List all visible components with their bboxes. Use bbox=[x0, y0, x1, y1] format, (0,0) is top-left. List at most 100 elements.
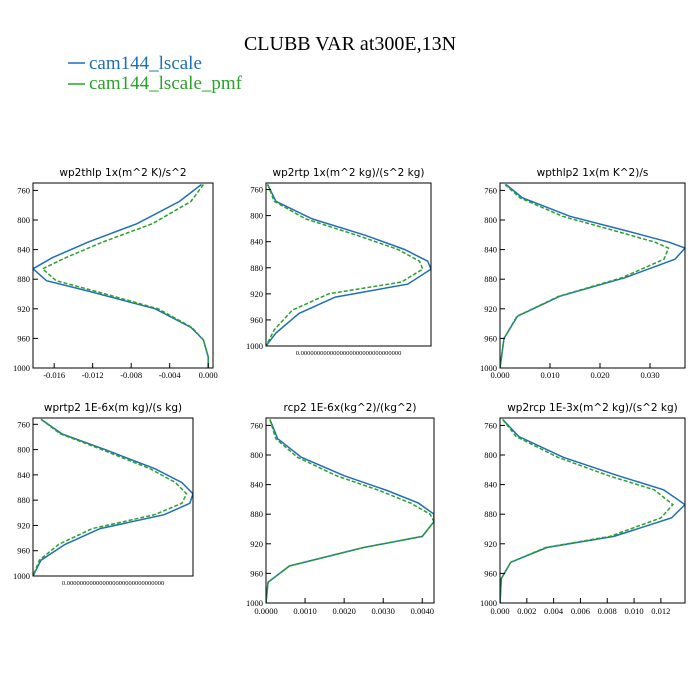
y-tick-label: 920 bbox=[250, 289, 263, 299]
series-line-lscale bbox=[266, 183, 431, 346]
y-tick-label: 840 bbox=[250, 237, 263, 247]
series-line-pmf bbox=[500, 183, 670, 368]
y-tick-label: 960 bbox=[484, 333, 497, 343]
y-tick-label: 800 bbox=[484, 450, 497, 460]
plot-frame bbox=[32, 417, 194, 577]
y-tick-label: 920 bbox=[484, 539, 497, 549]
y-tick-label: 920 bbox=[484, 304, 497, 314]
y-tick-label: 1000 bbox=[13, 363, 30, 373]
y-tick-label: 880 bbox=[250, 509, 263, 519]
y-tick-label: 1000 bbox=[13, 571, 30, 581]
panel-5: rcp2 1E-6x(kg^2)/(kg^2) 760 800 840 880 920 96… bbox=[246, 402, 435, 616]
y-tick-label: 960 bbox=[484, 568, 497, 578]
y-tick-label: 960 bbox=[17, 546, 30, 556]
panel-1: wp2thlp 1x(m^2 K)/s^2 760 800 840 880 920 960 1… bbox=[13, 167, 218, 380]
y-tick-label: 840 bbox=[17, 470, 30, 480]
x-tick-label: 0.0030 bbox=[372, 606, 395, 616]
x-tick-label: 0.000 bbox=[490, 370, 509, 380]
panel-title: wp2rtp 1x(m^2 kg)/(s^2 kg) bbox=[272, 167, 424, 179]
y-tick-label: 800 bbox=[17, 215, 30, 225]
y-tick-label: 920 bbox=[17, 520, 30, 530]
panel-title: rcp2 1E-6x(kg^2)/(kg^2) bbox=[284, 402, 417, 414]
x-tick-label: 0.000 bbox=[199, 370, 218, 380]
y-tick-label: 840 bbox=[484, 245, 497, 255]
series-line-pmf bbox=[33, 418, 188, 576]
series-line-lscale bbox=[266, 419, 434, 603]
y-tick-label: 920 bbox=[250, 539, 263, 549]
panel-title: wprtp2 1E-6x(m kg)/(s kg) bbox=[44, 402, 182, 414]
plot-frame bbox=[265, 417, 435, 604]
x-tick-label: 0.010 bbox=[540, 370, 559, 380]
series-line-pmf bbox=[266, 184, 424, 346]
x-tick-label: 0.0020 bbox=[332, 606, 355, 616]
series-line-lscale bbox=[33, 183, 209, 368]
y-tick-label: 760 bbox=[250, 420, 263, 430]
plot-frame bbox=[265, 182, 432, 347]
y-tick-label: 840 bbox=[484, 480, 497, 490]
x-tick-label: 0.0010 bbox=[293, 606, 316, 616]
panels: wp2thlp 1x(m^2 K)/s^2 760 800 840 880 920 960 1… bbox=[13, 167, 686, 616]
plot-frame bbox=[32, 182, 214, 369]
plot-frame bbox=[499, 417, 686, 604]
panel-title: wp2thlp 1x(m^2 K)/s^2 bbox=[59, 167, 186, 179]
panel-3: wpthlp2 1x(m K^2)/s 760 800 840 880 920 960 100… bbox=[480, 167, 686, 380]
figure-title: CLUBB VAR at300E,13N bbox=[244, 33, 456, 55]
y-tick-label: 800 bbox=[17, 445, 30, 455]
y-tick-label: 760 bbox=[17, 419, 30, 429]
legend-label-pmf: cam144_lscale_pmf bbox=[89, 73, 243, 94]
y-tick-label: 960 bbox=[250, 315, 263, 325]
x-tick-label: 0.0000000000000000000000000000000 bbox=[296, 350, 402, 357]
series-line-lscale bbox=[33, 418, 193, 576]
x-tick-label: 0.006 bbox=[571, 606, 590, 616]
y-tick-label: 880 bbox=[484, 274, 497, 284]
x-tick-label: 0.000 bbox=[490, 606, 509, 616]
plot-frame bbox=[499, 182, 686, 369]
y-tick-label: 1000 bbox=[480, 363, 497, 373]
panel-2: wp2rtp 1x(m^2 kg)/(s^2 kg) 760 800 840 880 92… bbox=[246, 167, 432, 357]
panel-title: wpthlp2 1x(m K^2)/s bbox=[537, 167, 649, 179]
y-tick-label: 800 bbox=[250, 450, 263, 460]
x-tick-label: -0.004 bbox=[159, 370, 182, 380]
x-tick-label: -0.008 bbox=[120, 370, 142, 380]
x-tick-label: -0.012 bbox=[82, 370, 104, 380]
series-line-lscale bbox=[500, 183, 685, 368]
series-line-lscale bbox=[500, 418, 685, 603]
legend-label-lscale: cam144_lscale bbox=[89, 53, 202, 74]
y-tick-label: 960 bbox=[17, 333, 30, 343]
panel-6: wp2rcp 1E-3x(m^2 kg)/(s^2 kg) 760 800 840 88… bbox=[480, 402, 686, 616]
x-tick-label: 0.010 bbox=[624, 606, 643, 616]
figure-legend: cam144_lscale cam144_lscale_pmf bbox=[68, 53, 243, 94]
panel-title: wp2rcp 1E-3x(m^2 kg)/(s^2 kg) bbox=[507, 402, 678, 414]
y-tick-label: 840 bbox=[250, 480, 263, 490]
x-tick-label: -0.016 bbox=[43, 370, 65, 380]
y-tick-label: 1000 bbox=[246, 341, 263, 351]
y-tick-label: 960 bbox=[250, 568, 263, 578]
y-tick-label: 800 bbox=[250, 211, 263, 221]
x-tick-label: 0.0040 bbox=[411, 606, 434, 616]
x-tick-label: 0.008 bbox=[598, 606, 617, 616]
y-tick-label: 880 bbox=[17, 274, 30, 284]
y-tick-label: 800 bbox=[484, 215, 497, 225]
y-tick-label: 1000 bbox=[480, 598, 497, 608]
x-tick-label: 0.012 bbox=[651, 606, 670, 616]
y-tick-label: 1000 bbox=[246, 598, 263, 608]
x-tick-label: 0.002 bbox=[517, 606, 536, 616]
series-line-pmf bbox=[266, 419, 434, 603]
series-line-pmf bbox=[41, 184, 209, 368]
y-tick-label: 880 bbox=[17, 495, 30, 505]
y-tick-label: 760 bbox=[484, 185, 497, 195]
x-tick-label: 0.030 bbox=[640, 370, 659, 380]
y-tick-label: 880 bbox=[484, 509, 497, 519]
x-tick-label: 0.000000000000000000000000000000 bbox=[62, 580, 164, 587]
y-tick-label: 760 bbox=[484, 420, 497, 430]
series-line-pmf bbox=[500, 419, 674, 603]
y-tick-label: 880 bbox=[250, 263, 263, 273]
y-tick-label: 920 bbox=[17, 304, 30, 314]
y-tick-label: 760 bbox=[17, 185, 30, 195]
y-tick-label: 840 bbox=[17, 245, 30, 255]
x-tick-label: 0.004 bbox=[544, 606, 564, 616]
panel-4: wprtp2 1E-6x(m kg)/(s kg) 760 800 840 880 920… bbox=[13, 402, 194, 587]
x-tick-label: 0.020 bbox=[590, 370, 609, 380]
y-tick-label: 760 bbox=[250, 185, 263, 195]
